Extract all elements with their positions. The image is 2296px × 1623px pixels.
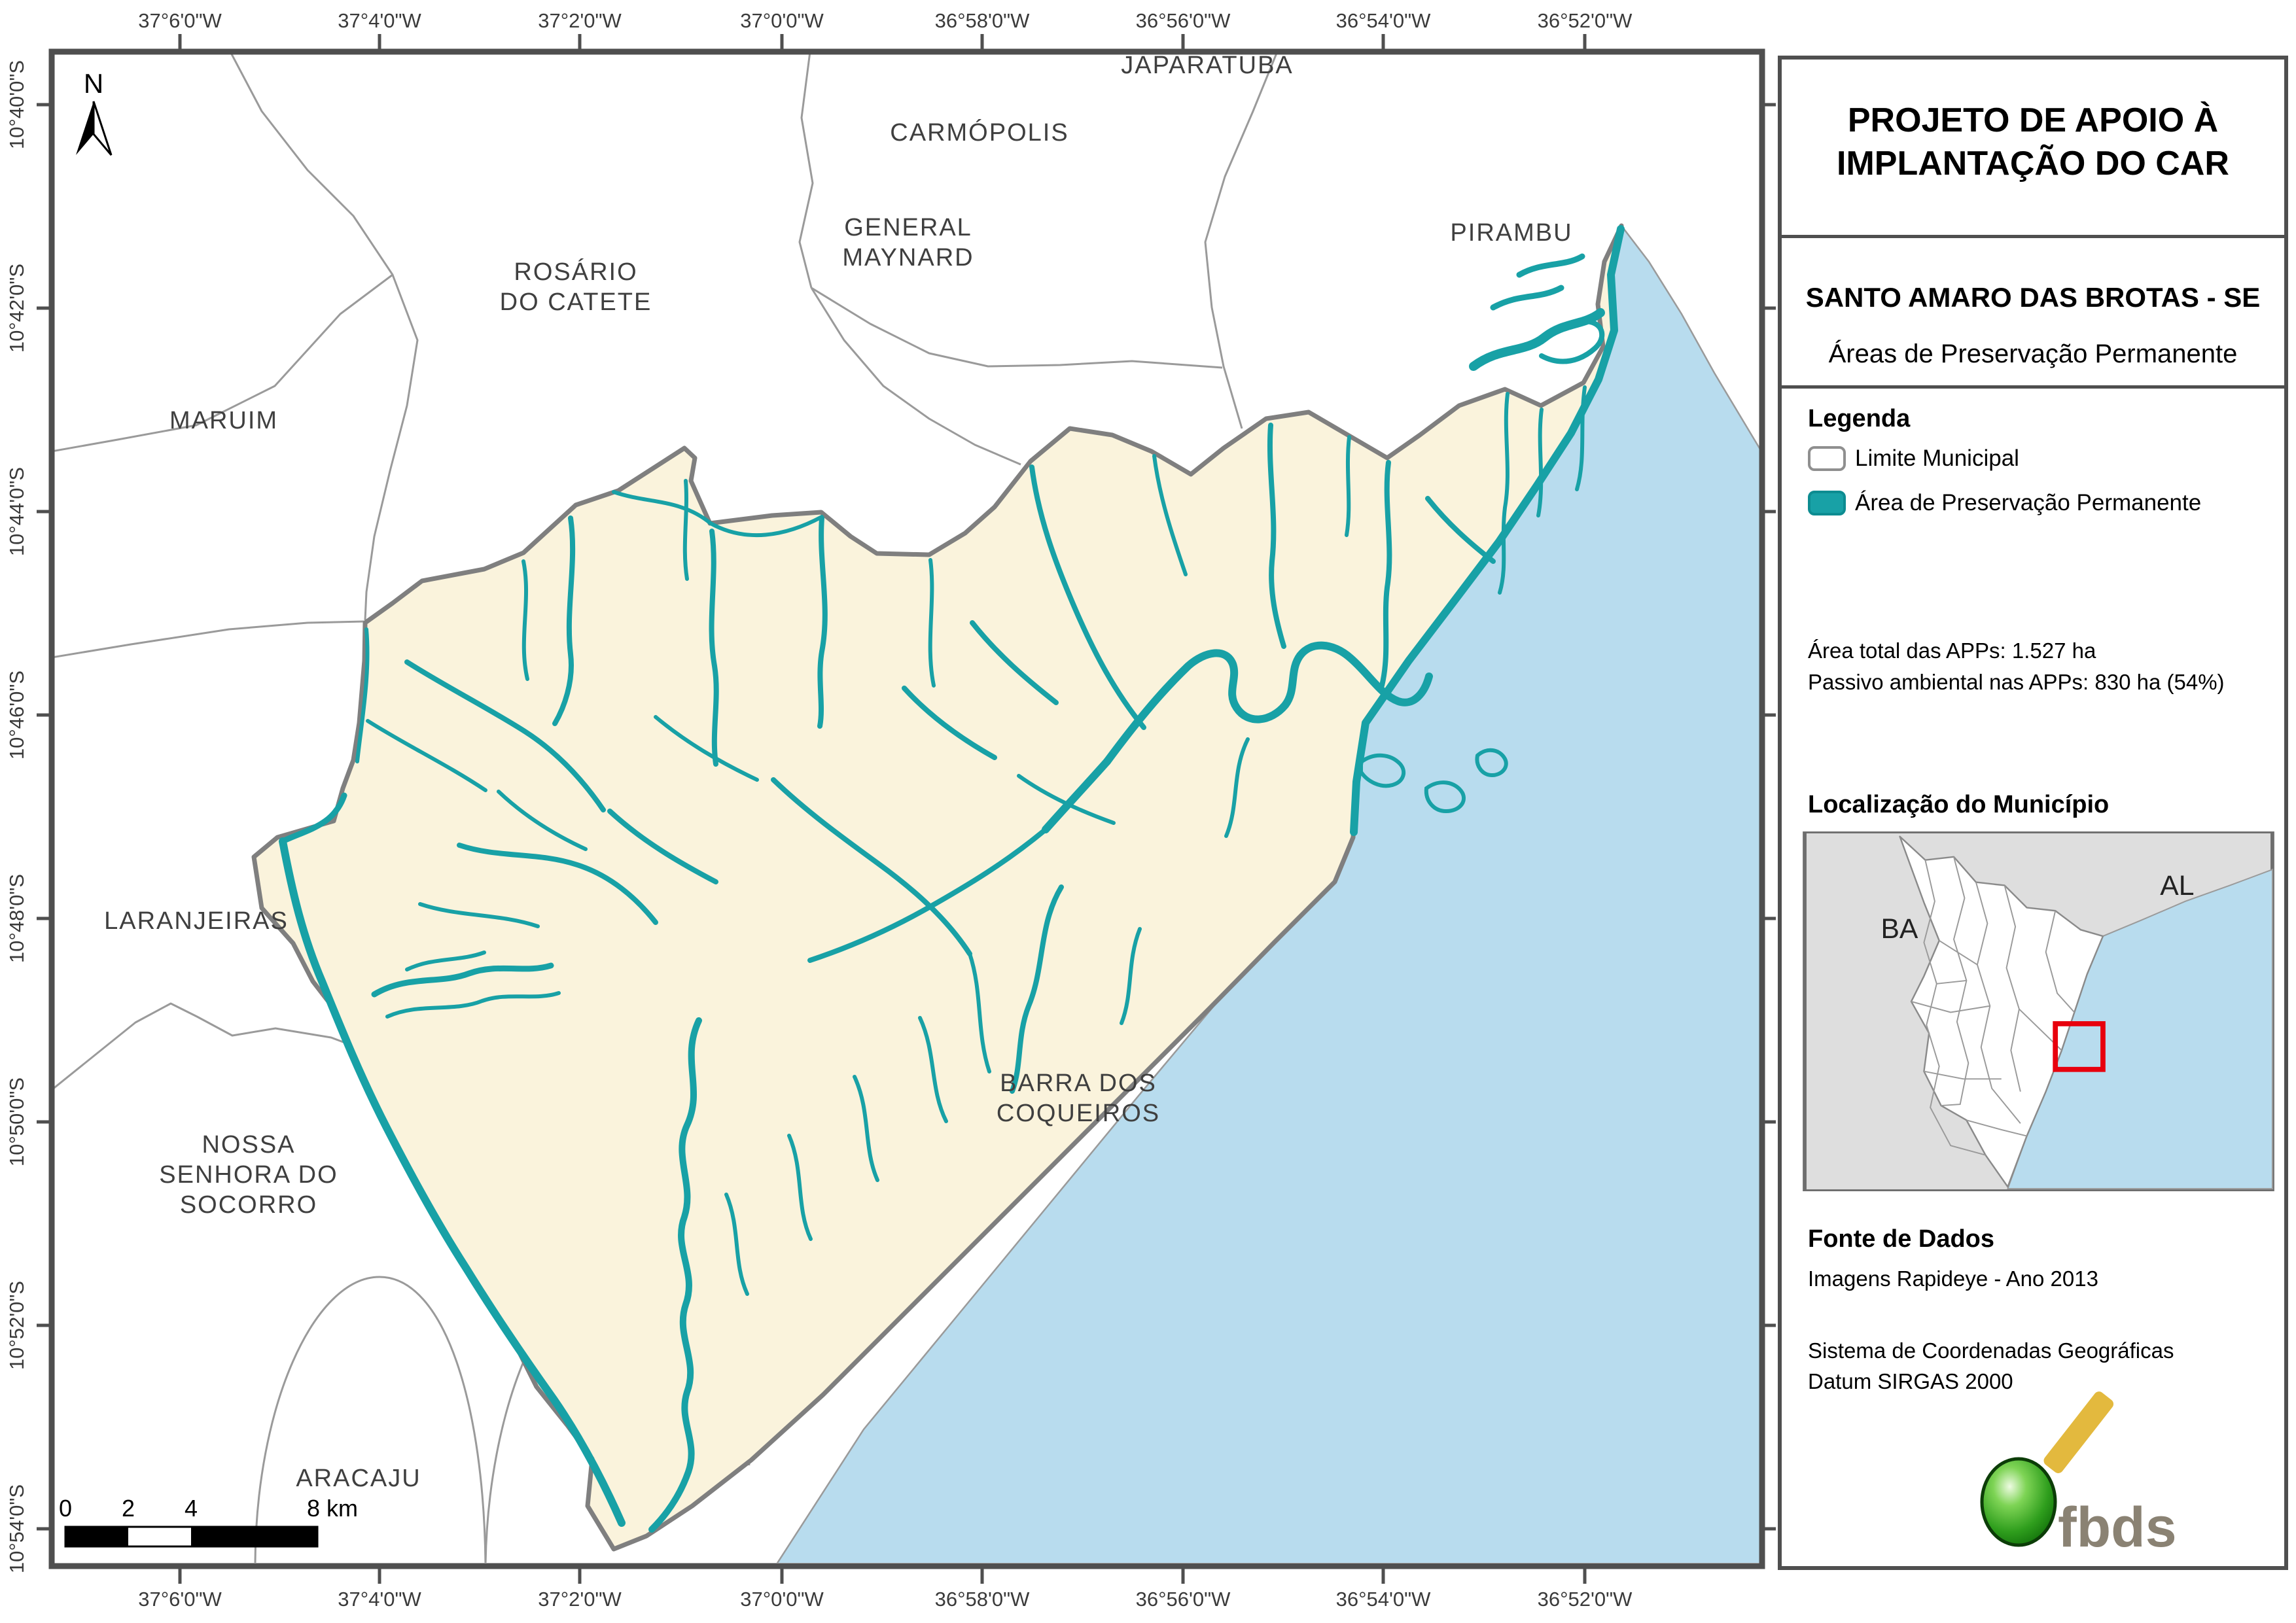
scale-bar: 0 2 4 8 km (59, 1495, 358, 1548)
lon-label: 37°4'0"W (338, 9, 421, 32)
lon-label: 36°52'0"W (1538, 9, 1633, 32)
label-pirambu: PIRAMBU (1450, 219, 1572, 247)
source-imagery: Imagens Rapideye - Ano 2013 (1808, 1266, 2098, 1291)
scalebar-label: 2 (122, 1495, 135, 1522)
page-title: PROJETO DE APOIO À IMPLANTAÇÃO DO CAR (1837, 101, 2229, 183)
lon-label: 36°54'0"W (1336, 1588, 1432, 1611)
location-inset-map: BA AL (1803, 831, 2274, 1191)
lat-label: 10°48'0"S (5, 874, 28, 963)
lon-label: 37°0'0"W (740, 9, 824, 32)
lat-label: 10°50'0"S (5, 1077, 28, 1166)
lat-label: 10°44'0"S (5, 467, 28, 556)
label-laranjeiras: LARANJEIRAS (104, 907, 289, 935)
lon-label: 37°6'0"W (138, 1588, 222, 1611)
lat-label: 10°52'0"S (5, 1281, 28, 1370)
lon-label: 37°0'0"W (740, 1588, 824, 1611)
lat-label: 10°46'0"S (5, 671, 28, 759)
legend: Limite Municipal Área de Preservação Perm… (1808, 445, 2201, 534)
label-barra-dos-coqueiros: BARRA DOS COQUEIROS (997, 1070, 1160, 1127)
label-rosario-do-catete: ROSÁRIO DO CATETE (500, 258, 652, 316)
lon-label: 36°52'0"W (1538, 1588, 1633, 1611)
label-nossa-senhora-do-socorro: NOSSA SENHORA DO SOCORRO (159, 1131, 338, 1219)
label-japaratuba: JAPARATUBA (1121, 52, 1294, 79)
fbds-logo: fbds (1980, 1391, 2177, 1559)
lon-label: 36°58'0"W (935, 1588, 1031, 1611)
label-aracaju: ARACAJU (296, 1465, 421, 1492)
legend-label: Área de Preservação Permanente (1855, 490, 2202, 515)
lon-label: 36°58'0"W (935, 9, 1031, 32)
label-maruim: MARUIM (169, 407, 278, 434)
north-arrow: N (76, 68, 113, 156)
logo-text: fbds (2058, 1496, 2177, 1559)
lat-label: 10°42'0"S (5, 264, 28, 353)
north-label: N (84, 68, 103, 99)
source-crs: Sistema de Coordenadas Geográficas Datum… (1808, 1338, 2174, 1393)
lon-label: 37°2'0"W (538, 1588, 622, 1611)
lon-label: 36°54'0"W (1336, 9, 1432, 32)
label-general-maynard: GENERAL MAYNARD (842, 214, 974, 271)
legend-swatch-limite-municipal (1808, 446, 1846, 471)
scalebar-label: 0 (59, 1495, 72, 1522)
municipality-title: SANTO AMARO DAS BROTAS - SE (1805, 282, 2261, 313)
scalebar-label: 8 km (307, 1495, 358, 1522)
scalebar-label: 4 (185, 1495, 198, 1522)
lat-label: 10°54'0"S (5, 1484, 28, 1573)
inset-label-ba: BA (1881, 913, 1918, 945)
layout-panel: PROJETO DE APOIO À IMPLANTAÇÃO DO CAR SA… (1778, 56, 2288, 1570)
lon-label: 37°4'0"W (338, 1588, 421, 1611)
legend-item-limite-municipal: Limite Municipal (1808, 445, 2201, 472)
inset-label-al: AL (2160, 870, 2194, 901)
app-total: Área total das APPs: 1.527 ha (1808, 638, 2096, 663)
lon-label: 37°2'0"W (538, 9, 622, 32)
divider (1782, 235, 2284, 238)
lat-label: 10°40'0"S (5, 60, 28, 149)
legend-label: Limite Municipal (1855, 445, 2019, 471)
location-heading: Localização do Município (1808, 791, 2110, 818)
lon-label: 36°56'0"W (1136, 9, 1231, 32)
app-statistics: Área total das APPs: 1.527 ha Passivo am… (1808, 635, 2225, 698)
lon-label: 36°56'0"W (1136, 1588, 1231, 1611)
legend-swatch-app (1808, 491, 1846, 515)
source-heading: Fonte de Dados (1808, 1225, 1995, 1253)
divider (1782, 385, 2284, 389)
map-canvas: JAPARATUBA CARMÓPOLIS GENERAL MAYNARD ROSÁRI… (54, 52, 1759, 1563)
logo-globe (1980, 1457, 2057, 1547)
legend-heading: Legenda (1808, 405, 1911, 432)
app-passivo: Passivo ambiental nas APPs: 830 ha (54%) (1808, 670, 2225, 694)
map-theme: Áreas de Preservação Permanente (1828, 340, 2238, 368)
locator-rectangle (2053, 1021, 2106, 1072)
label-carmopolis: CARMÓPOLIS (890, 118, 1069, 147)
legend-item-app: Área de Preservação Permanente (1808, 490, 2201, 516)
logo-bar (2043, 1391, 2114, 1473)
map-frame (48, 48, 1765, 1569)
app-streams-layer (279, 225, 1625, 1533)
municipality-santo-amaro (251, 223, 1624, 1552)
inset-municipal-lines (1911, 856, 2075, 1156)
lon-label: 37°6'0"W (138, 9, 222, 32)
